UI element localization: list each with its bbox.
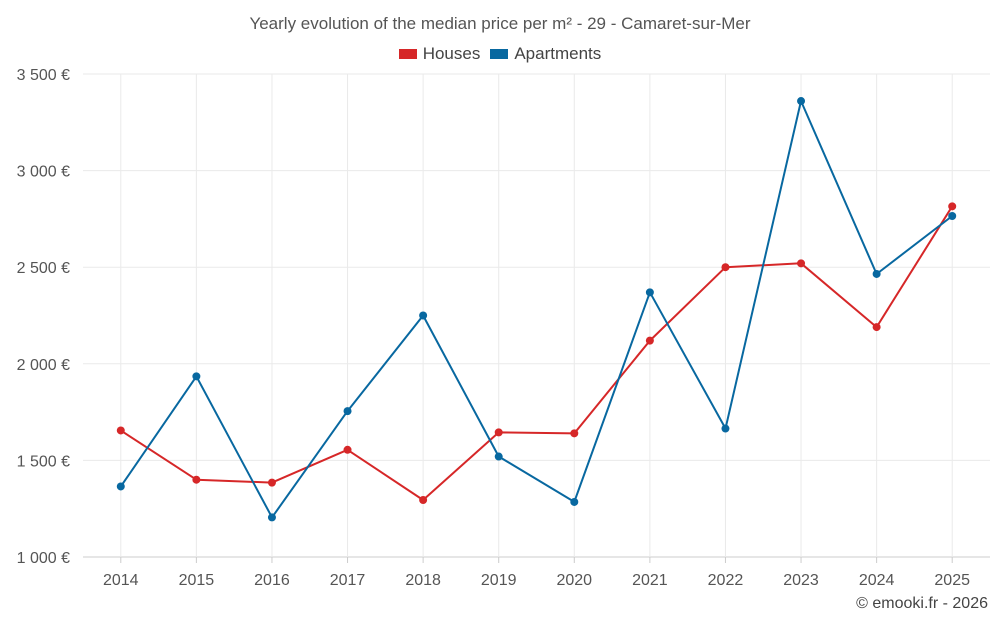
data-point-houses-2018[interactable] xyxy=(419,496,428,505)
data-point-apartments-2025[interactable] xyxy=(948,212,957,221)
x-tick-label: 2021 xyxy=(632,572,668,589)
legend-item-apartments[interactable]: Apartments xyxy=(490,44,601,64)
x-tick-label: 2019 xyxy=(481,572,517,589)
data-point-apartments-2023[interactable] xyxy=(797,97,806,106)
y-tick-label: 3 500 € xyxy=(17,67,70,84)
y-tick-label: 1 500 € xyxy=(17,453,70,470)
y-tick-label: 2 500 € xyxy=(17,260,70,277)
y-tick-label: 3 000 € xyxy=(17,164,70,181)
data-point-houses-2024[interactable] xyxy=(872,323,881,332)
legend-label-apartments: Apartments xyxy=(514,44,602,63)
legend-swatch-houses xyxy=(398,49,417,59)
x-tick-label: 2023 xyxy=(783,572,819,589)
x-tick-label: 2020 xyxy=(556,572,592,589)
data-point-apartments-2016[interactable] xyxy=(267,513,276,522)
data-point-houses-2020[interactable] xyxy=(570,429,579,438)
legend-label-houses: Houses xyxy=(422,44,481,63)
x-tick-label: 2016 xyxy=(254,572,290,589)
data-point-houses-2021[interactable] xyxy=(645,336,654,345)
axes: 1 000 € 1 500 € 2 000 € 2 500 € 3 000 € 3 500… xyxy=(17,67,970,589)
chart-title: Yearly evolution of the median price per… xyxy=(249,14,751,33)
y-tick-label: 2 000 € xyxy=(17,357,70,374)
data-point-apartments-2020[interactable] xyxy=(570,497,579,506)
data-point-houses-2019[interactable] xyxy=(494,428,503,437)
data-point-houses-2017[interactable] xyxy=(343,445,352,454)
x-tick-label: 2018 xyxy=(405,572,441,589)
x-tick-label: 2025 xyxy=(934,572,970,589)
data-point-apartments-2015[interactable] xyxy=(192,372,201,381)
data-point-houses-2025[interactable] xyxy=(948,202,957,211)
data-point-apartments-2024[interactable] xyxy=(872,269,881,278)
x-tick-label: 2022 xyxy=(708,572,744,589)
series-points xyxy=(116,97,957,522)
data-point-apartments-2021[interactable] xyxy=(645,288,654,297)
data-point-houses-2023[interactable] xyxy=(797,259,806,268)
data-point-apartments-2014[interactable] xyxy=(116,482,125,491)
data-point-houses-2015[interactable] xyxy=(192,475,201,484)
x-tick-label: 2024 xyxy=(859,572,895,589)
data-point-apartments-2019[interactable] xyxy=(494,452,503,461)
data-point-apartments-2022[interactable] xyxy=(721,424,730,433)
credit-text: © emooki.fr - 2026 xyxy=(856,595,988,612)
series-line-houses xyxy=(120,205,954,501)
series-line-apartments xyxy=(119,100,953,519)
series-lines xyxy=(119,100,954,519)
x-tick-label: 2014 xyxy=(103,572,139,589)
x-tick-label: 2017 xyxy=(330,572,366,589)
grid-lines xyxy=(83,73,990,558)
data-point-apartments-2018[interactable] xyxy=(419,311,428,320)
data-point-apartments-2017[interactable] xyxy=(343,407,352,416)
legend-swatch-apartments xyxy=(490,49,509,59)
legend-item-houses[interactable]: Houses xyxy=(398,44,481,64)
data-point-houses-2016[interactable] xyxy=(267,478,276,487)
data-point-houses-2014[interactable] xyxy=(116,426,125,435)
y-tick-label: 1 000 € xyxy=(17,550,70,567)
legend: Houses Apartments xyxy=(0,44,1000,64)
x-tick-label: 2015 xyxy=(179,572,215,589)
data-point-houses-2022[interactable] xyxy=(721,263,730,272)
